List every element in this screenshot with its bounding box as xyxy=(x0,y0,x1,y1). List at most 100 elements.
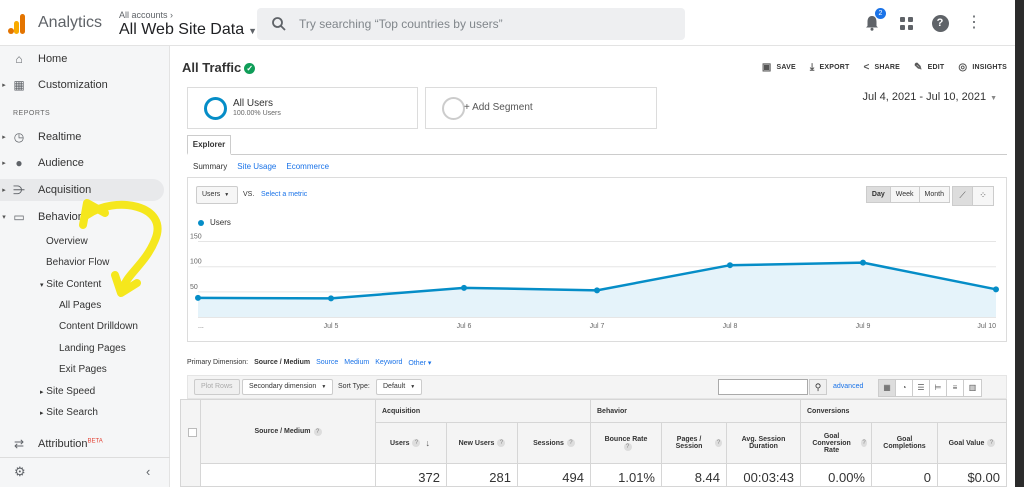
main-content: All Traffic ✓ ▣ SAVE ⤓ EXPORT < SHARE ✎ EDIT … xyxy=(171,46,1015,487)
data-table-view-icon[interactable]: ▦ xyxy=(879,380,896,396)
comparison-view-icon[interactable]: ⊨ xyxy=(930,380,947,396)
sort-type-dropdown[interactable]: Default ▼ xyxy=(376,379,423,395)
add-segment-card[interactable]: + Add Segment xyxy=(425,87,657,129)
dimension-medium-link[interactable]: Medium xyxy=(344,359,370,366)
motion-chart-icon[interactable]: ⁘ xyxy=(973,187,993,205)
person-icon: ● xyxy=(15,156,23,170)
granularity-toggle: Day Week Month xyxy=(865,186,950,203)
chart-legend: Users xyxy=(198,218,231,227)
dimension-keyword-link[interactable]: Keyword xyxy=(375,359,403,366)
col-header-bounce-rate[interactable]: Bounce Rate? xyxy=(590,422,662,464)
total-goal-value: $0.00 xyxy=(937,463,1007,487)
sidebar-item-site-search[interactable]: ▸ Site Search xyxy=(40,407,98,418)
granularity-week-button[interactable]: Week xyxy=(890,187,920,202)
granularity-month-button[interactable]: Month xyxy=(919,187,949,202)
sidebar-item-all-pages[interactable]: All Pages xyxy=(59,300,102,311)
help-icon: ? xyxy=(313,427,322,436)
line-chart-icon[interactable]: ⟋ xyxy=(953,187,973,205)
table-search-icon[interactable]: ⚲ xyxy=(809,379,827,395)
data-point-jul-7 xyxy=(594,287,600,294)
insights-button[interactable]: ◎ INSIGHTS xyxy=(958,62,1007,73)
share-button[interactable]: < SHARE xyxy=(863,62,901,73)
table-search-input[interactable] xyxy=(718,379,808,395)
subtab-site-usage[interactable]: Site Usage xyxy=(237,162,277,171)
export-icon: ⤓ xyxy=(809,62,815,73)
granularity-day-button[interactable]: Day xyxy=(866,187,891,202)
export-button[interactable]: ⤓ EXPORT xyxy=(809,62,850,73)
primary-dimension-bar: Primary Dimension: Source / Medium Sourc… xyxy=(187,359,431,367)
plot-rows-button[interactable]: Plot Rows xyxy=(194,379,240,395)
sidebar-item-content-drilldown[interactable]: Content Drilldown xyxy=(59,321,138,332)
data-point-jul-10 xyxy=(993,286,999,293)
col-header-goal-conversion-rate[interactable]: Goal Conversion Rate? xyxy=(800,422,872,464)
col-header-users[interactable]: Users? ↓ xyxy=(375,422,447,464)
segment-all-users[interactable]: All Users 100.00% Users xyxy=(187,87,418,129)
top-icons: 2 ? ⋮ xyxy=(862,8,984,33)
help-icon[interactable]: ? xyxy=(930,13,950,33)
attribution-icon: ⇄ xyxy=(13,437,25,451)
legend-dot xyxy=(198,219,204,226)
sidebar-item-site-speed[interactable]: ▸ Site Speed xyxy=(40,386,96,397)
sidebar-item-site-content[interactable]: ▾ Site Content xyxy=(40,279,102,290)
sidebar-item-behavior-flow[interactable]: Behavior Flow xyxy=(46,257,110,268)
term-cloud-view-icon[interactable]: ≡ xyxy=(947,380,964,396)
dimension-other-dropdown[interactable]: Other ▾ xyxy=(408,360,432,367)
more-vert-icon[interactable]: ⋮ xyxy=(966,14,982,31)
save-button[interactable]: ▣ SAVE xyxy=(761,62,796,73)
subtab-ecommerce[interactable]: Ecommerce xyxy=(286,162,330,171)
sidebar-item-exit-pages[interactable]: Exit Pages xyxy=(59,364,107,375)
select-all-checkbox[interactable] xyxy=(188,428,197,437)
performance-view-icon[interactable]: ☰ xyxy=(913,380,930,396)
sidebar-item-overview[interactable]: Overview xyxy=(46,236,88,247)
x-tick-label: Jul 8 xyxy=(723,323,738,330)
sidebar-item-attribution[interactable]: ⇄ AttributionBETA xyxy=(0,433,164,455)
metric-dropdown[interactable]: Users ▼ xyxy=(196,186,238,204)
dimension-source-link[interactable]: Source xyxy=(316,359,339,366)
sidebar-item-landing-pages[interactable]: Landing Pages xyxy=(59,343,126,354)
sidebar-item-behavior[interactable]: ▾ ▭ Behavior xyxy=(2,210,82,224)
col-header-sessions[interactable]: Sessions? xyxy=(517,422,591,464)
table-select-column xyxy=(180,399,201,487)
sidebar-item-realtime[interactable]: ▸ ◷ Realtime xyxy=(2,130,82,144)
x-tick-label: Jul 9 xyxy=(856,323,871,330)
notifications-bell-icon[interactable]: 2 xyxy=(862,8,886,33)
table-toolbar: Plot Rows Secondary dimension ▼ Sort Type… xyxy=(187,375,1007,399)
tab-explorer[interactable]: Explorer xyxy=(187,135,231,155)
apps-grid-icon[interactable] xyxy=(896,13,916,33)
account-label[interactable]: All accounts › xyxy=(119,10,174,20)
sidebar-item-customization[interactable]: ▸ ▦ Customization xyxy=(2,78,108,92)
col-header-goal-value[interactable]: Goal Value? xyxy=(937,422,1007,464)
settings-gear-icon[interactable]: ⚙ xyxy=(14,464,26,479)
group-header-behavior: Behavior xyxy=(590,399,801,423)
y-tick-label: 100 xyxy=(190,259,202,266)
secondary-dimension-dropdown[interactable]: Secondary dimension ▼ xyxy=(242,379,334,395)
sidebar-item-home[interactable]: ⌂ Home xyxy=(0,48,164,70)
property-selector[interactable]: All Web Site Data ▼ xyxy=(119,21,258,38)
col-header-goal-completions[interactable]: Goal Completions xyxy=(871,422,938,464)
add-segment-label: + Add Segment xyxy=(464,102,533,113)
report-actions: ▣ SAVE ⤓ EXPORT < SHARE ✎ EDIT ◎ INSIGHTS xyxy=(762,62,1007,73)
analytics-logo-icon[interactable] xyxy=(8,14,26,34)
sidebar-item-acquisition[interactable]: ▸ ⋺ Acquisition xyxy=(0,179,164,201)
acquisition-icon: ⋺ xyxy=(13,183,25,197)
date-range-picker[interactable]: Jul 4, 2021 - Jul 10, 2021 ▼ xyxy=(862,91,997,103)
subtab-summary[interactable]: Summary xyxy=(193,162,228,171)
col-header-avg-session-duration[interactable]: Avg. Session Duration xyxy=(726,422,801,464)
col-header-source-medium[interactable]: Source / Medium? xyxy=(200,399,376,464)
search-bar[interactable]: Try searching “Top countries by users” xyxy=(257,8,685,40)
users-area-fill xyxy=(198,262,996,317)
legend-label: Users xyxy=(210,218,231,227)
total-users: 372 xyxy=(375,463,447,487)
advanced-filter-link[interactable]: advanced xyxy=(833,383,864,390)
col-header-new-users[interactable]: New Users? xyxy=(446,422,518,464)
select-metric-link[interactable]: Select a metric xyxy=(261,191,308,198)
caret-down-icon: ▼ xyxy=(990,95,997,102)
total-pages-session: 8.44 xyxy=(661,463,727,487)
collapse-chevron-icon[interactable]: ‹ xyxy=(146,464,151,479)
pivot-view-icon[interactable]: ▥ xyxy=(964,380,981,396)
col-header-pages-session[interactable]: Pages / Session? xyxy=(661,422,727,464)
pie-view-icon[interactable]: ◔ xyxy=(896,380,913,396)
reports-heading: REPORTS xyxy=(13,110,51,117)
sidebar-item-audience[interactable]: ▸ ● Audience xyxy=(2,156,84,170)
edit-button[interactable]: ✎ EDIT xyxy=(914,62,945,73)
